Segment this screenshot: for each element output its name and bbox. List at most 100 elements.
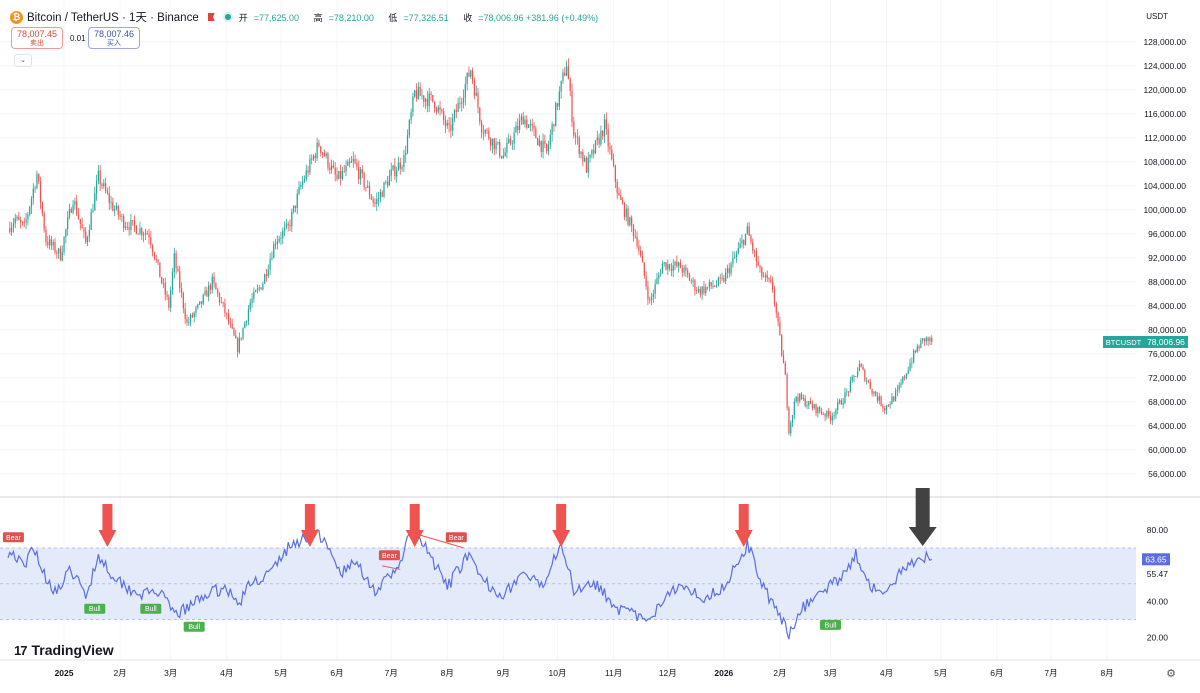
candle [555, 101, 557, 127]
candle [905, 373, 908, 380]
last-price-symbol: BTCUSDT [1106, 338, 1142, 347]
candle [363, 171, 365, 191]
signal-label: Bull [89, 606, 101, 613]
candle [155, 254, 157, 263]
candle [520, 113, 523, 125]
price-tick-label: 60,000.00 [1148, 445, 1186, 455]
candle [473, 77, 476, 100]
buy-price: 78,007.46 [93, 29, 135, 39]
candles[interactable] [9, 58, 933, 437]
candle [844, 387, 846, 405]
candle [565, 60, 568, 77]
time-tick-label: 2026 [714, 668, 733, 678]
candle [515, 121, 517, 133]
candle [715, 280, 718, 288]
symbol-header: ₿ Bitcoin / TetherUS · 1天 · Binance 开 =77… [10, 8, 610, 26]
chevron-down-icon[interactable]: ⌄ [14, 54, 32, 67]
candle [462, 89, 465, 109]
candle [208, 281, 210, 302]
candle [609, 142, 611, 155]
candle [461, 97, 463, 112]
gear-icon[interactable]: ⚙ [1166, 668, 1176, 680]
time-tick-label: 8月 [441, 668, 454, 678]
candle [61, 245, 63, 262]
candle [349, 157, 351, 168]
candle [18, 211, 20, 221]
candle [242, 327, 244, 341]
candle [676, 255, 678, 268]
candle [443, 108, 445, 125]
rsi-arrows [98, 488, 937, 547]
signal-label: Bull [145, 606, 157, 613]
candle [522, 111, 524, 125]
candle [918, 344, 920, 352]
sell-button[interactable]: 78,007.45 卖出 [11, 27, 63, 49]
candle [620, 189, 622, 200]
candle [157, 259, 159, 266]
candle [320, 145, 322, 157]
candle [683, 265, 685, 277]
candle [63, 236, 65, 256]
rsi-signals: Bear Bull Bull Bull Bear Bear Bull [2, 532, 841, 632]
candle [914, 349, 917, 354]
candle [799, 392, 801, 404]
candle [517, 118, 519, 136]
candle [616, 179, 618, 200]
candle [632, 223, 635, 242]
buy-button[interactable]: 78,007.46 买入 [88, 27, 140, 49]
candle [553, 123, 555, 132]
candle [743, 239, 745, 249]
price-tick-label: 76,000.00 [1148, 349, 1186, 359]
candle [681, 264, 683, 278]
candle [433, 101, 436, 113]
candle [48, 234, 51, 250]
candle [741, 234, 743, 248]
candle [858, 360, 861, 372]
candle [110, 195, 112, 210]
candle [835, 408, 837, 419]
candle [338, 170, 340, 180]
rsi-pane[interactable]: Bear Bull Bull Bull Bear Bear Bull 20.00 40.00 5… [0, 488, 1170, 643]
candle [354, 154, 356, 165]
candle [629, 216, 631, 227]
candle [367, 179, 369, 189]
candle [166, 290, 168, 301]
candle [314, 152, 316, 163]
time-tick-label: 12月 [659, 668, 677, 678]
candle [735, 250, 738, 263]
candle [576, 129, 579, 145]
candle [233, 327, 235, 337]
candle [245, 320, 248, 327]
candle [439, 100, 441, 116]
candle [831, 412, 833, 426]
candle [931, 335, 933, 346]
candle [896, 384, 899, 397]
candle [352, 151, 354, 168]
candle [47, 235, 49, 249]
candle [52, 239, 54, 251]
time-tick-label: 11月 [605, 668, 622, 678]
candle [124, 221, 127, 231]
rsi-last-value: 63.65 [1145, 554, 1167, 564]
time-axis[interactable]: 2025 2月 3月 4月 5月 6月 7月 8月 9月 10月 11月 12月 2026 2月 3月 4月 5… [0, 659, 1200, 678]
symbol-title[interactable]: Bitcoin / TetherUS · 1天 · Binance [27, 12, 199, 24]
candle [148, 228, 150, 245]
tradingview-logo[interactable]: 17 TradingView [14, 642, 114, 658]
candle [547, 140, 550, 156]
candle [645, 271, 647, 290]
candle [627, 205, 629, 227]
rsi-tick-label: 55.47 [1147, 569, 1169, 579]
candle [560, 80, 562, 99]
flag-icon[interactable] [207, 13, 215, 21]
candle [330, 159, 333, 174]
currency-unit[interactable]: USDT [1146, 12, 1168, 21]
candle [882, 403, 884, 413]
ohlc-close: 收 =78,006.96 +381.96 (+0.49%) [463, 12, 599, 23]
candle [334, 162, 336, 182]
candle [446, 119, 448, 129]
candle [699, 286, 701, 298]
buy-label: 买入 [107, 40, 121, 47]
candle [737, 241, 739, 255]
candle [213, 272, 215, 288]
